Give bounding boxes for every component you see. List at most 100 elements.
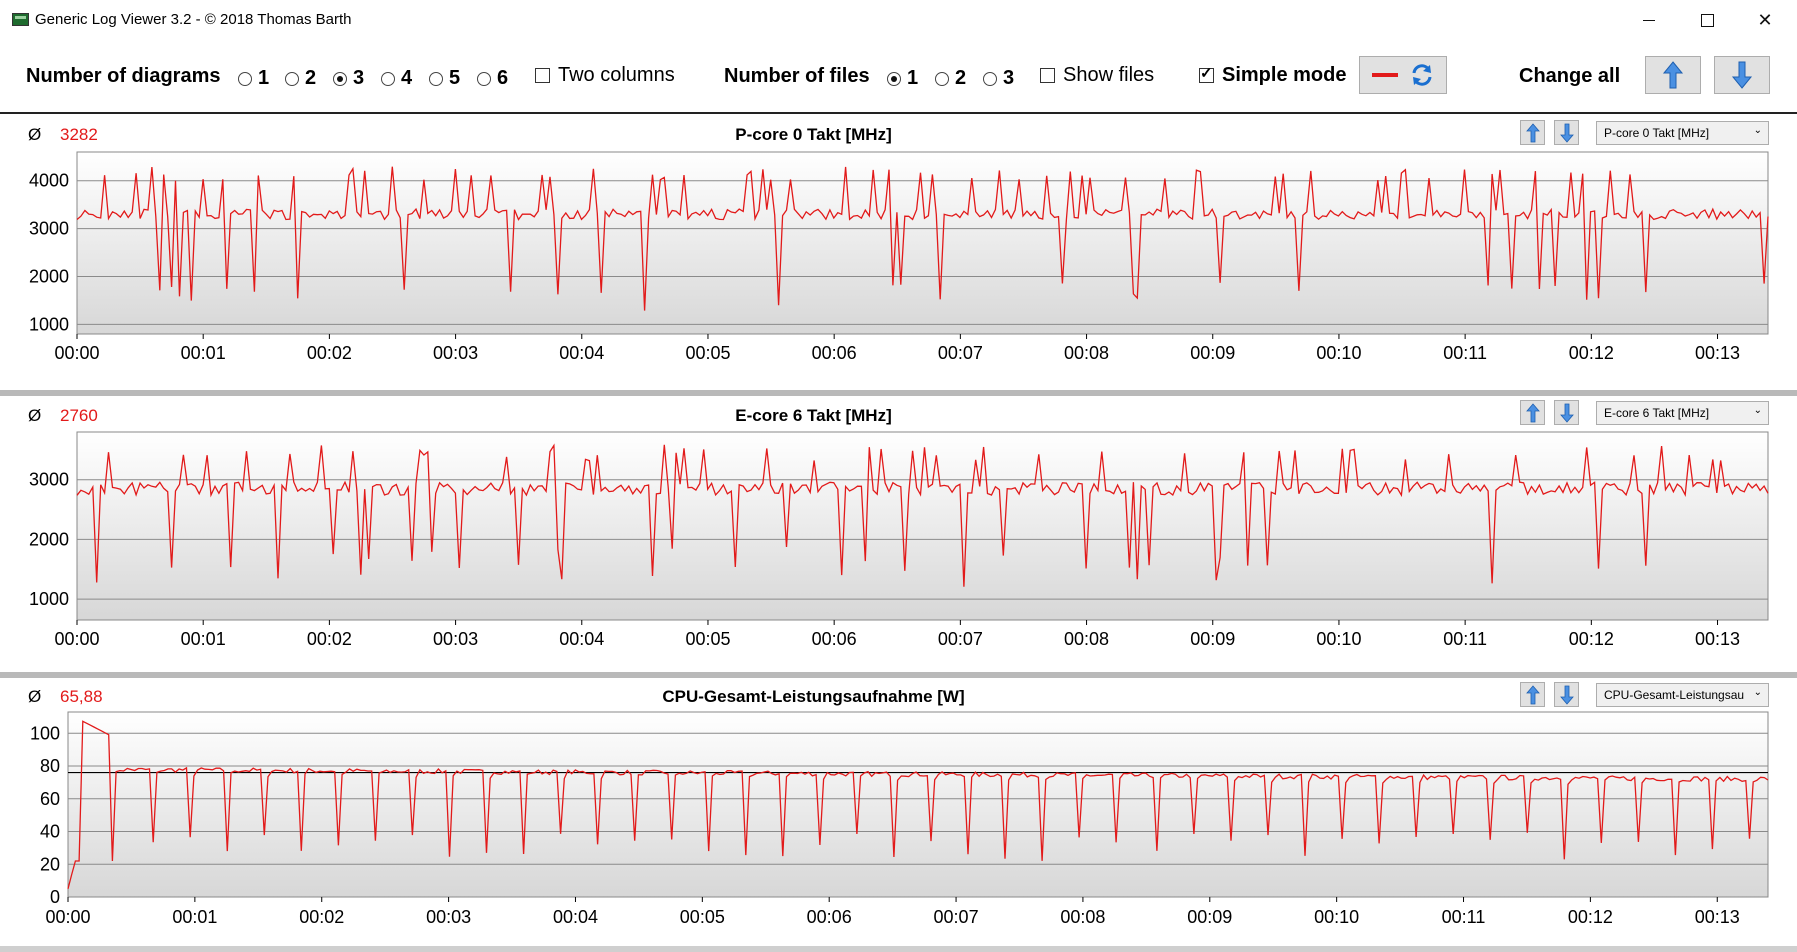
x-tick-label: 00:01 (181, 343, 226, 363)
x-tick-label: 00:13 (1695, 907, 1740, 927)
y-tick-label: 60 (40, 789, 60, 809)
x-tick-label: 00:11 (1443, 343, 1487, 363)
move-up-all-button[interactable] (1645, 56, 1701, 94)
diagram-radio-1[interactable]: 1 (238, 67, 269, 90)
x-tick-label: 00:09 (1190, 629, 1235, 649)
show-files-checkbox[interactable]: Show files (1040, 64, 1154, 87)
refresh-icon (1412, 64, 1432, 86)
app-icon (12, 13, 29, 26)
x-tick-label: 00:00 (54, 629, 99, 649)
radio-circle-icon (983, 71, 997, 86)
x-tick-label: 00:03 (433, 629, 478, 649)
y-tick-label: 1000 (29, 589, 69, 609)
x-tick-label: 00:09 (1190, 343, 1235, 363)
panel-splitter[interactable] (0, 390, 1797, 396)
minimize-button[interactable] (1620, 0, 1678, 40)
x-tick-label: 00:09 (1187, 907, 1232, 927)
checkbox-checked-icon (1199, 64, 1214, 83)
arrow-up-icon (1525, 122, 1540, 142)
arrow-down-icon (1559, 123, 1574, 143)
diagram-radio-5[interactable]: 5 (429, 67, 460, 90)
y-tick-label: 0 (50, 887, 60, 907)
radio-circle-icon (238, 71, 252, 86)
diagrams-label: Number of diagrams (26, 65, 221, 87)
diagram-radio-6[interactable]: 6 (477, 67, 508, 90)
x-tick-label: 00:01 (172, 907, 217, 927)
panel-splitter[interactable] (0, 672, 1797, 678)
radio-circle-icon (429, 71, 443, 86)
arrow-up-icon (1662, 61, 1684, 89)
x-tick-label: 00:02 (307, 343, 352, 363)
series-dropdown[interactable]: E-core 6 Takt [MHz] ⌄ (1596, 401, 1769, 425)
close-button[interactable]: ✕ (1757, 9, 1773, 30)
x-tick-label: 00:05 (685, 343, 730, 363)
x-tick-label: 00:03 (433, 343, 478, 363)
simple-mode-checkbox[interactable]: Simple mode (1199, 64, 1346, 87)
x-tick-label: 00:12 (1569, 629, 1614, 649)
series-line (67, 720, 1769, 889)
toolbar: Number of diagrams 1 2 3 4 5 6 Two colum… (0, 40, 1797, 112)
series-line (76, 166, 1769, 311)
file-radio-1[interactable]: 1 (887, 67, 918, 90)
panel-title: E-core 6 Takt [MHz] (735, 406, 892, 425)
panel-down-button[interactable] (1554, 682, 1579, 707)
line-color-refresh-button[interactable] (1359, 56, 1447, 94)
x-tick-label: 00:10 (1316, 343, 1361, 363)
x-tick-label: 00:07 (938, 343, 983, 363)
window-bottom-edge (0, 946, 1797, 952)
average-symbol: Ø (28, 406, 42, 425)
arrow-up-icon (1525, 684, 1540, 704)
plot-area (67, 711, 1769, 898)
x-tick-label: 00:10 (1314, 907, 1359, 927)
window-title: Generic Log Viewer 3.2 - © 2018 Thomas B… (35, 11, 352, 28)
file-radio-2[interactable]: 2 (935, 67, 966, 90)
line-chart: 1000 2000 3000 00:00 00:01 00:02 00:03 00:04 00:… (29, 431, 1769, 649)
move-down-all-button[interactable] (1714, 56, 1770, 94)
radio-circle-icon (887, 71, 901, 86)
x-tick-label: 00:10 (1316, 629, 1361, 649)
chevron-down-icon: ⌄ (1753, 687, 1762, 698)
toolbar-divider (0, 112, 1797, 114)
plot-area (76, 431, 1769, 621)
maximize-button[interactable] (1678, 0, 1736, 40)
y-tick-label: 3000 (29, 470, 69, 490)
average-symbol: Ø (28, 125, 42, 144)
x-tick-label: 00:08 (1064, 343, 1109, 363)
diagram-radio-3[interactable]: 3 (333, 67, 364, 90)
panel-up-button[interactable] (1520, 682, 1545, 707)
arrow-down-icon (1731, 61, 1753, 89)
two-columns-checkbox[interactable]: Two columns (535, 64, 675, 87)
panel-up-button[interactable] (1520, 400, 1545, 425)
x-tick-label: 00:06 (812, 343, 857, 363)
red-line-icon (1372, 73, 1398, 77)
x-tick-label: 00:05 (685, 629, 730, 649)
x-tick-label: 00:04 (559, 629, 604, 649)
panel-down-button[interactable] (1554, 120, 1579, 145)
x-tick-label: 00:07 (938, 629, 983, 649)
panel-title: P-core 0 Takt [MHz] (735, 125, 892, 144)
radio-circle-icon (935, 71, 949, 86)
chevron-down-icon: ⌄ (1753, 405, 1762, 416)
y-tick-label: 20 (40, 854, 60, 874)
x-tick-label: 00:11 (1443, 629, 1487, 649)
diagram-panel-3: Ø 65,88 CPU-Gesamt-Leistungsaufnahme [W]… (0, 678, 1797, 946)
x-tick-label: 00:13 (1695, 343, 1740, 363)
radio-circle-icon (333, 71, 347, 86)
change-all-label: Change all (1519, 65, 1621, 87)
series-dropdown[interactable]: CPU-Gesamt-Leistungsau ⌄ (1596, 683, 1769, 707)
diagram-radio-4[interactable]: 4 (381, 67, 412, 90)
y-tick-label: 100 (30, 723, 60, 743)
x-tick-label: 00:06 (807, 907, 852, 927)
panel-up-button[interactable] (1520, 120, 1545, 145)
y-tick-label: 3000 (29, 219, 69, 239)
x-tick-label: 00:12 (1568, 907, 1613, 927)
diagram-radio-2[interactable]: 2 (285, 67, 316, 90)
arrow-down-icon (1559, 685, 1574, 705)
x-tick-label: 00:13 (1695, 629, 1740, 649)
series-dropdown[interactable]: P-core 0 Takt [MHz] ⌄ (1596, 121, 1769, 145)
y-tick-label: 2000 (29, 267, 69, 287)
radio-circle-icon (477, 71, 491, 86)
y-tick-label: 4000 (29, 171, 69, 191)
file-radio-3[interactable]: 3 (983, 67, 1014, 90)
panel-down-button[interactable] (1554, 400, 1579, 425)
